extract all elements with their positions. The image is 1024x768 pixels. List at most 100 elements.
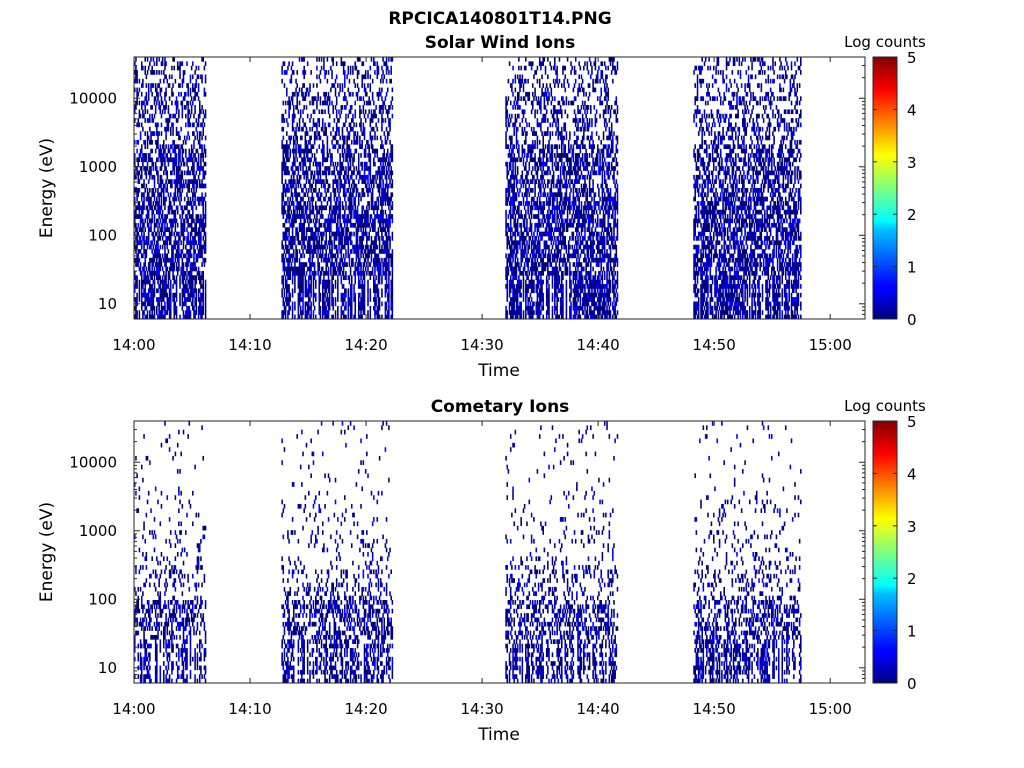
spectrogram-cell [287,122,289,128]
spectrogram-cell [506,113,509,119]
spectrogram-cell [308,139,310,145]
spectrogram-cell [367,139,369,145]
spectrogram-cell [183,70,186,75]
spectrogram-cell [333,166,336,171]
spectrogram-cell [144,153,146,158]
spectrogram-cell [304,91,307,97]
spectrogram-cell [371,205,374,211]
spectrogram-cell [327,109,330,115]
spectrogram-cell [312,118,315,123]
spectrogram-cell [169,279,172,285]
spectrogram-cell [361,144,363,149]
spectrogram-cell [151,257,153,263]
spectrogram-cell [345,205,347,211]
spectrogram-cell [291,227,294,232]
spectrogram-cell [522,148,525,154]
spectrogram-cell [321,279,324,285]
spectrogram-cell [302,214,304,219]
panel-solar-wind: Solar Wind Ions 14:00 14:10 14:20 14:30 14:4… [37,33,926,381]
spectrogram-cell [302,305,304,311]
spectrogram-cell [344,135,346,141]
spectrogram-cell [157,157,159,163]
spectrogram-cell [516,74,519,80]
spectrogram-cell [509,257,512,263]
spectrogram-cell [344,218,346,224]
spectrogram-cell [310,310,312,315]
spectrogram-cell [298,214,301,219]
spectrogram-cell [347,170,350,176]
spectrogram-cell [134,284,136,289]
spectrogram-cell [153,179,156,184]
spectrogram-cell [332,109,334,115]
spectrogram-cell [340,297,343,302]
spectrogram-cell [187,83,189,88]
spectrogram-cell [364,74,367,80]
spectrogram-cell [295,135,297,141]
spectrogram-cell [182,222,185,228]
spectrogram-cell [326,292,329,298]
spectrogram-cell [388,109,390,115]
spectrogram-cell [362,284,365,289]
spectrogram-cell [175,170,178,176]
spectrogram-cell [309,183,311,189]
spectrogram-cell [388,157,390,163]
spectrogram-cell [328,292,331,298]
spectrogram-cell [350,214,353,219]
spectrogram-cell [201,192,203,198]
spectrogram-cell [204,205,207,211]
spectrogram-cell [347,275,350,280]
spectrogram-cell [169,262,172,267]
spectrogram-cell [188,297,191,302]
spectrogram-cell [345,113,347,119]
spectrogram-cell [290,192,293,198]
spectrogram-cell [349,70,352,75]
spectrogram-cell [366,240,368,246]
spectrogram-cell [164,196,166,202]
spectrogram-cell [522,292,525,298]
spectrogram-cell [506,279,509,285]
spectrogram-cell [363,192,366,198]
spectrogram-cell [167,297,170,302]
spectrogram-cell [286,292,288,298]
spectrogram-cell [335,126,338,132]
spectrogram-cell [159,174,162,180]
spectrogram-cell [135,205,137,211]
spectrogram-cell [376,170,379,176]
spectrogram-cell [523,179,526,184]
spectrogram-cell [147,297,150,302]
spectrogram-cell [367,222,369,228]
spectrogram-cell [281,279,283,285]
spectrogram-cell [378,166,381,171]
spectrogram-cell [174,214,177,219]
spectrogram-cell [523,109,526,115]
spectrogram-cell [185,279,187,285]
spectrogram-cell [281,166,283,171]
spectrogram-cell [163,314,165,319]
spectrogram-cell [373,249,375,254]
spectrogram-cell [391,205,394,211]
spectrogram-cell [195,205,198,211]
spectrogram-cell [154,148,157,154]
spectrogram-cell [156,144,158,149]
spectrogram-cell [289,236,292,241]
spectrogram-cell [294,266,296,272]
spectrogram-cell [350,275,353,280]
spectrogram-cell [173,218,176,224]
spectrogram-cell [331,83,333,88]
spectrogram-cell [312,209,315,215]
spectrogram-cell [312,314,315,319]
spectrogram-cell [203,249,206,254]
spectrogram-cell [347,188,350,193]
spectrogram-cell [516,288,519,294]
spectrogram-cell [291,201,294,206]
spectrogram-cell [138,227,141,232]
spectrogram-cell [169,231,172,237]
spectrogram-cell [352,118,354,123]
spectrogram-cell [347,227,350,232]
spectrogram-cell [298,148,301,154]
spectrogram-cell [147,179,150,184]
spectrogram-cell [506,100,509,106]
spectrogram-cell [344,139,346,145]
spectrogram-cell [202,109,205,115]
spectrogram-cell [376,244,379,250]
